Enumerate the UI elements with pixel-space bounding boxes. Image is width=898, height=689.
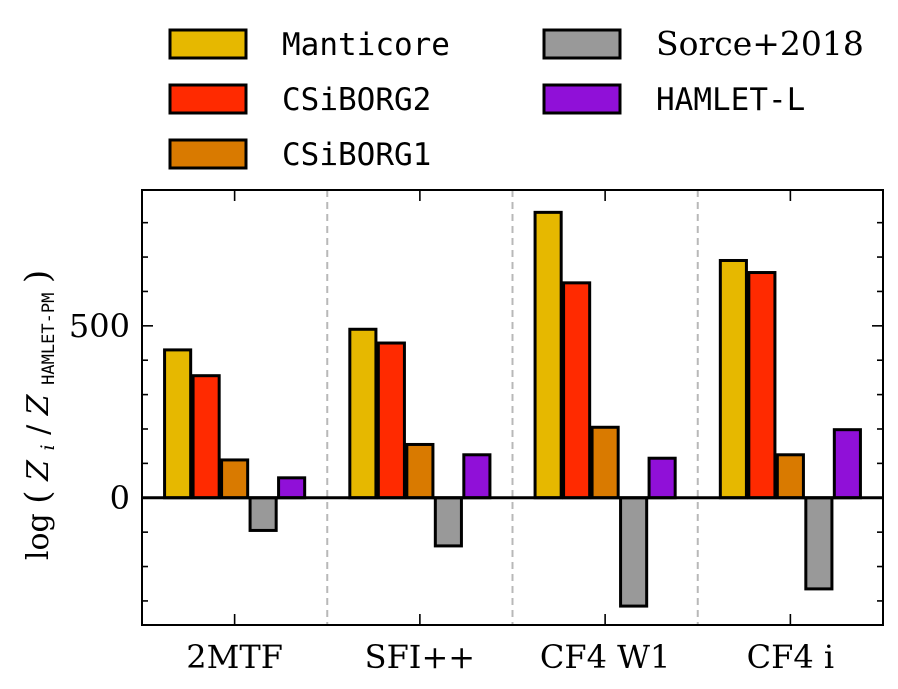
x-tick-label: CF4 W1: [540, 638, 670, 676]
legend-label: Sorce+2018: [656, 24, 864, 63]
y-axis-label-log: log: [21, 513, 56, 560]
bar-cf4-i-manticore: [718, 258, 748, 500]
plot-frame: [141, 189, 884, 626]
bar-cf4-i-csiborg2: [747, 271, 777, 500]
bar-2mtf-csiborg1: [220, 458, 250, 500]
legend-swatch: [168, 28, 248, 60]
legend-label: CSiBORG2: [282, 82, 431, 118]
bar-sfi--sorce-2018: [433, 496, 463, 548]
legend-label: CSiBORG1: [282, 137, 431, 173]
bar-sfi--csiborg2: [376, 341, 406, 500]
bar-2mtf-csiborg2: [191, 374, 221, 500]
bar-cf4-w1-csiborg2: [562, 281, 592, 500]
legend-swatch: [542, 83, 622, 115]
y-axis-label-denominator: Z: [21, 393, 56, 416]
bar-2mtf-hamlet-l: [277, 476, 307, 500]
y-axis-label-denominator-sub: HAMLET-PM: [39, 293, 59, 385]
bar-sfi--manticore: [348, 327, 378, 500]
legend: Manticore CSiBORG2 CSiBORG1 Sorce+2018 HAMLE…: [168, 24, 864, 173]
bar-cf4-w1-hamlet-l: [647, 456, 677, 500]
bar-cf4-w1-manticore: [533, 210, 563, 500]
bar-2mtf-sorce-2018: [248, 496, 278, 532]
y-axis-label-numerator-sub: i: [37, 444, 59, 450]
bar-2mtf-manticore: [163, 348, 193, 500]
bar-cf4-w1-sorce-2018: [619, 496, 649, 608]
category-separators: [326, 190, 699, 625]
y-tick-labels: 0 500: [69, 307, 130, 517]
legend-swatch: [168, 83, 248, 115]
y-tick-label: 500: [69, 307, 130, 345]
bar-cf4-i-csiborg1: [775, 453, 805, 500]
bar-sfi--csiborg1: [405, 442, 435, 500]
legend-swatch: [168, 138, 248, 170]
bars: [163, 210, 862, 608]
y-axis-label: log ( Z i / Z HAMLET-PM ): [18, 270, 62, 560]
y-tick-label: 0: [110, 479, 130, 517]
bar-cf4-i-sorce-2018: [804, 496, 834, 591]
legend-swatch: [542, 28, 622, 60]
legend-label: HAMLET-L: [656, 82, 805, 118]
x-tick-label: 2MTF: [186, 638, 283, 676]
y-axis-label-numerator: Z: [21, 459, 56, 482]
bar-sfi--hamlet-l: [462, 453, 492, 500]
x-tick-labels: 2MTF SFI++ CF4 W1 CF4 i: [186, 638, 834, 676]
legend-label: Manticore: [282, 27, 450, 63]
x-tick-label: CF4 i: [747, 638, 834, 676]
x-tick-label: SFI++: [365, 638, 475, 676]
bar-cf4-w1-csiborg1: [590, 425, 620, 500]
bar-cf4-i-hamlet-l: [832, 428, 862, 500]
